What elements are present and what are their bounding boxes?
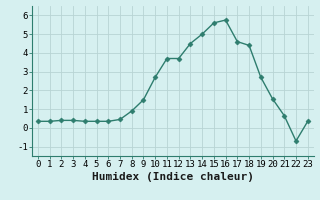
- X-axis label: Humidex (Indice chaleur): Humidex (Indice chaleur): [92, 172, 254, 182]
